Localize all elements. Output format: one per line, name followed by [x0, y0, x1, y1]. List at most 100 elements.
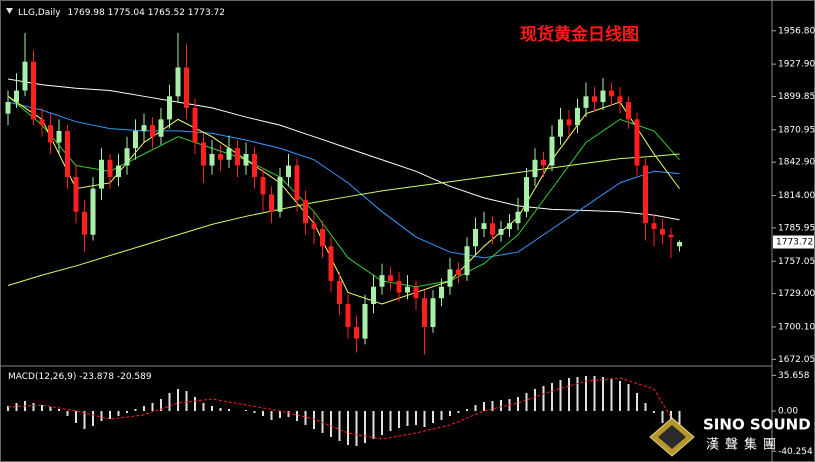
candle-body — [167, 96, 172, 120]
price-tag-label: 1773.72 — [776, 238, 813, 248]
candle-body — [192, 107, 198, 143]
candle-body — [362, 304, 368, 339]
candle-body — [583, 96, 589, 108]
y-tick-label: 35.658 — [778, 371, 810, 381]
y-tick-label: 1927.90 — [778, 60, 815, 70]
candle-body — [541, 159, 546, 166]
candle-body — [175, 67, 181, 97]
candle-body — [396, 280, 402, 293]
candle-body — [141, 125, 147, 131]
candle-body — [73, 177, 79, 212]
candle-body — [498, 229, 504, 235]
candle-body — [371, 286, 376, 304]
macd-header: MACD(12,26,9) -23.878 -20.589 — [8, 372, 152, 382]
macd-label: MACD(12,26,9) — [8, 372, 76, 382]
candle-body — [328, 246, 334, 281]
candle-body — [107, 159, 113, 178]
candle-body — [337, 280, 342, 304]
candle-body — [226, 148, 232, 160]
candle-body — [430, 298, 436, 328]
line — [7, 78, 680, 221]
y-tick-label: 1785.95 — [778, 223, 815, 233]
candle-body — [600, 90, 606, 103]
candle-body — [260, 177, 266, 195]
y-tick-label: 0.00 — [778, 407, 798, 417]
candle-body — [277, 177, 283, 212]
candle-body — [617, 96, 623, 103]
price-tag — [773, 235, 814, 249]
candle-body — [90, 188, 96, 235]
candle-body — [609, 90, 614, 97]
candle-body — [65, 130, 70, 178]
candle-body — [22, 61, 28, 91]
candle-body — [124, 148, 130, 166]
candle-body — [82, 211, 87, 235]
candle-body — [626, 102, 631, 120]
candle-body — [311, 223, 317, 229]
candle-body — [634, 119, 640, 166]
candle-body — [133, 130, 138, 149]
candle-body — [507, 223, 512, 229]
candle-body — [116, 165, 121, 178]
candle-body — [39, 119, 45, 126]
candle-body — [413, 286, 419, 299]
candle-body — [515, 211, 521, 224]
chart-title: 现货黄金日线图 — [520, 24, 639, 45]
candle-body — [464, 246, 470, 276]
symbol: LLG,Daily — [18, 8, 61, 18]
y-tick-label: 1870.95 — [778, 125, 815, 135]
candle-body — [252, 154, 257, 178]
line — [7, 95, 680, 305]
candle-body — [532, 159, 538, 178]
candle-body — [592, 96, 597, 103]
logo-icon-inner — [658, 425, 686, 449]
plot: 1956.80 1927.90 1899.85 1870.95 1842.90 1814.… — [5, 26, 815, 457]
y-tick-label: 1729.00 — [778, 289, 815, 299]
candle-body — [660, 229, 665, 235]
candle-body — [456, 269, 461, 276]
high: 1775.04 — [108, 8, 145, 18]
candle-body — [651, 223, 657, 229]
candle-body — [481, 223, 487, 229]
candle-body — [320, 229, 325, 247]
y-tick-label: -40.254 — [778, 447, 813, 457]
y-tick-label: 1672.05 — [778, 355, 815, 365]
candle-body — [158, 119, 164, 137]
line — [7, 95, 680, 288]
signal-value: -20.589 — [117, 372, 152, 382]
candle-body — [5, 102, 11, 114]
logo-sub: 漢聲集團 — [706, 437, 782, 453]
y-tick-label: 1814.00 — [778, 191, 815, 201]
logo-name: SINO SOUND — [703, 416, 811, 434]
close: 1773.72 — [188, 8, 225, 18]
candle-body — [379, 275, 385, 287]
candle-body — [524, 177, 529, 212]
y-tick-label: 1757.05 — [778, 257, 815, 267]
candle-body — [201, 142, 206, 166]
candle-body — [677, 242, 682, 247]
candle-body — [345, 304, 351, 328]
line — [7, 377, 680, 440]
candle-body — [422, 298, 427, 328]
candle-body — [447, 269, 453, 287]
candle-body — [243, 154, 249, 166]
candle-body — [549, 136, 555, 166]
line — [7, 153, 680, 287]
candle-body — [354, 327, 359, 339]
candle-body — [150, 125, 155, 137]
candle-body — [294, 165, 300, 201]
y-tick-label: 1700.10 — [778, 322, 815, 332]
candle-body — [286, 165, 291, 178]
candle-body — [566, 119, 572, 126]
candle-body — [558, 119, 563, 137]
candle-body — [473, 229, 478, 247]
candle-body — [99, 159, 104, 189]
candle-body — [405, 286, 410, 293]
candle-body — [388, 275, 393, 281]
candle-body — [14, 90, 19, 103]
open: 1769.98 — [68, 8, 105, 18]
candle-body — [235, 148, 240, 166]
line — [7, 101, 680, 259]
